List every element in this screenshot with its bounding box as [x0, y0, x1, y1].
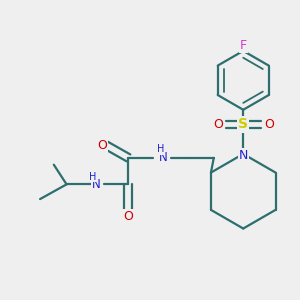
Text: O: O: [97, 139, 107, 152]
Text: O: O: [264, 118, 274, 131]
Text: O: O: [124, 210, 133, 223]
Text: H: H: [89, 172, 97, 182]
Text: S: S: [238, 118, 248, 131]
Text: O: O: [213, 118, 223, 131]
Text: N: N: [238, 149, 248, 162]
Text: N: N: [158, 152, 167, 164]
Text: N: N: [92, 178, 100, 191]
Text: H: H: [157, 144, 164, 154]
Text: F: F: [240, 40, 247, 52]
